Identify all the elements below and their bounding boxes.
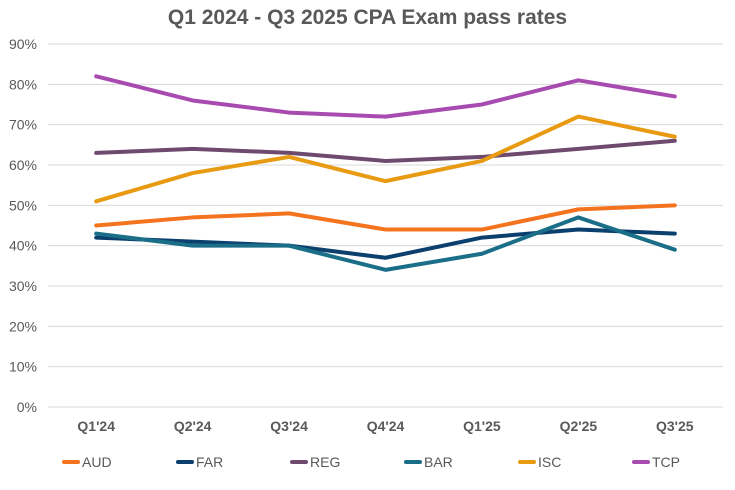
legend-label: FAR bbox=[196, 454, 223, 470]
x-tick-label: Q2'24 bbox=[174, 418, 212, 434]
legend-item-reg: REG bbox=[290, 454, 340, 470]
legend-item-bar: BAR bbox=[404, 454, 453, 470]
legend-item-aud: AUD bbox=[62, 454, 112, 470]
x-tick-label: Q1'25 bbox=[463, 418, 501, 434]
series-line-isc bbox=[94, 114, 677, 204]
y-tick-label: 0% bbox=[17, 399, 37, 415]
y-tick-label: 60% bbox=[9, 157, 37, 173]
legend: AUD FAR REG BAR ISC TCP bbox=[62, 454, 680, 470]
legend-label: BAR bbox=[424, 454, 453, 470]
y-tick-label: 40% bbox=[9, 238, 37, 254]
y-tick-label: 50% bbox=[9, 197, 37, 213]
legend-label: TCP bbox=[652, 454, 680, 470]
x-tick-label: Q1'24 bbox=[77, 418, 115, 434]
series-line-aud bbox=[94, 203, 677, 232]
y-tick-label: 80% bbox=[9, 76, 37, 92]
legend-item-far: FAR bbox=[176, 454, 223, 470]
legend-label: ISC bbox=[538, 454, 561, 470]
x-axis-ticks: Q1'24 Q2'24 Q3'24 Q4'24 Q1'25 Q2'25 Q3'25 bbox=[77, 418, 693, 434]
x-tick-label: Q3'24 bbox=[270, 418, 308, 434]
y-tick-label: 30% bbox=[9, 278, 37, 294]
y-tick-label: 10% bbox=[9, 359, 37, 375]
gridlines bbox=[48, 43, 723, 408]
y-tick-label: 90% bbox=[9, 36, 37, 52]
x-tick-label: Q4'24 bbox=[367, 418, 405, 434]
legend-item-isc: ISC bbox=[518, 454, 561, 470]
y-tick-label: 20% bbox=[9, 318, 37, 334]
legend-item-tcp: TCP bbox=[632, 454, 680, 470]
series-line-far bbox=[94, 227, 677, 260]
y-axis-ticks: 0% 10% 20% 30% 40% 50% 60% 70% 80% 90% bbox=[9, 36, 37, 415]
legend-label: AUD bbox=[82, 454, 112, 470]
x-tick-label: Q3'25 bbox=[656, 418, 694, 434]
chart-title: Q1 2024 - Q3 2025 CPA Exam pass rates bbox=[167, 6, 568, 29]
series-line-bar bbox=[94, 215, 677, 272]
series-lines bbox=[94, 74, 677, 272]
x-tick-label: Q2'25 bbox=[560, 418, 598, 434]
series-line-tcp bbox=[94, 74, 677, 119]
legend-label: REG bbox=[310, 454, 340, 470]
series-line-reg bbox=[94, 138, 677, 163]
y-tick-label: 70% bbox=[9, 117, 37, 133]
